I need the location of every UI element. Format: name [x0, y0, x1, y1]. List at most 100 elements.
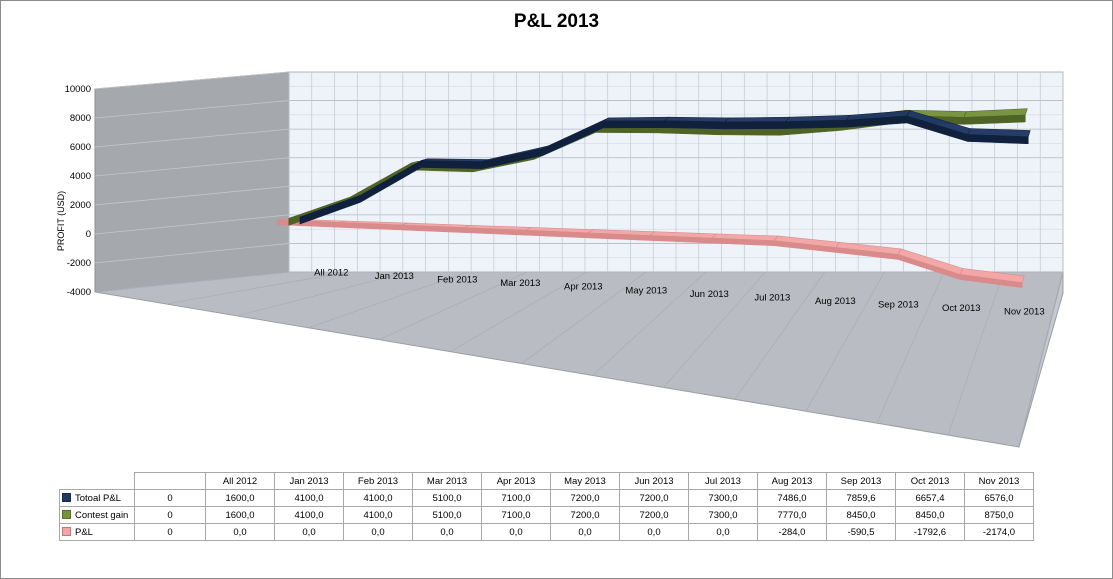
table-cell: 8450,0 — [895, 506, 965, 524]
floor-gridline — [450, 271, 587, 352]
floor-gridline — [94, 271, 290, 293]
y-tick-label: 6000 — [70, 142, 91, 153]
legend-entry: Totoal P&L — [59, 489, 135, 507]
legend-entry: Contest gain — [59, 506, 135, 524]
table-column-header — [134, 472, 206, 490]
floor-gridline — [592, 271, 707, 376]
table-cell: 7300,0 — [688, 506, 758, 524]
floor-gridline — [947, 271, 1004, 436]
table-cell: 7100,0 — [481, 506, 551, 524]
series-ribbon-side — [967, 134, 1029, 145]
table-row: Contest gain 0 1600,0 4100,0 4100,0 5100,0 710… — [59, 506, 1034, 524]
table-cell: 7100,0 — [481, 489, 551, 507]
gridline-side — [94, 128, 290, 148]
left-wall — [94, 71, 290, 293]
y-tick-label: 8000 — [70, 113, 91, 124]
x-tick-label: Aug 2013 — [815, 296, 856, 307]
x-tick-label: Jun 2013 — [690, 289, 729, 300]
chart-plot: 10000 8000 6000 4000 2000 0 -2000 -4000 All 2012… — [65, 71, 1064, 448]
gridline-side — [94, 243, 290, 264]
table-cell: 6576,0 — [964, 489, 1034, 507]
table-cell: 0,0 — [412, 523, 482, 541]
series-ribbon-side — [785, 119, 847, 129]
table-cell: 4100,0 — [274, 506, 344, 524]
series-ribbon-side — [959, 274, 1023, 288]
table-cell: 0 — [134, 523, 206, 541]
floor-gridline — [805, 271, 885, 412]
y-tick-label: -2000 — [67, 258, 91, 269]
table-cell: 0,0 — [205, 523, 275, 541]
table-cell: 7859,6 — [826, 489, 896, 507]
x-tick-label: Mar 2013 — [500, 278, 540, 289]
table-cell: 1600,0 — [205, 489, 275, 507]
y-tick-label: 0 — [86, 229, 91, 240]
table-cell: 0,0 — [481, 523, 551, 541]
table-cell: 0 — [134, 489, 206, 507]
x-tick-label: All 2012 — [314, 267, 348, 278]
table-column-header: Jan 2013 — [274, 472, 344, 490]
legend-entry: P&L — [59, 523, 135, 541]
table-corner — [59, 472, 135, 490]
x-tick-label: Feb 2013 — [437, 275, 477, 286]
floor — [94, 271, 1064, 448]
series-ribbon-side — [603, 120, 665, 129]
y-tick-label: 4000 — [70, 171, 91, 182]
x-tick-label: Jan 2013 — [375, 271, 414, 282]
table-cell: 8450,0 — [826, 506, 896, 524]
table-cell: 7486,0 — [757, 489, 827, 507]
table-cell: 5100,0 — [412, 489, 482, 507]
floor-gridline — [734, 271, 826, 400]
y-axis-title-text: PROFIT (USD) — [56, 190, 66, 252]
table-header-row: All 2012 Jan 2013 Feb 2013 Mar 2013 Apr 2013… — [59, 472, 1034, 490]
table-cell: -2174,0 — [964, 523, 1034, 541]
table-column-header: Sep 2013 — [826, 472, 896, 490]
floor-gridline — [308, 271, 468, 329]
table-cell: 5100,0 — [412, 506, 482, 524]
table-cell: 6657,4 — [895, 489, 965, 507]
table-column-header: Oct 2013 — [895, 472, 965, 490]
x-tick-label: Apr 2013 — [564, 282, 603, 293]
table-cell: 0,0 — [619, 523, 689, 541]
table-cell: 4100,0 — [274, 489, 344, 507]
table-cell: 7200,0 — [550, 506, 620, 524]
y-tick-label: -4000 — [67, 287, 91, 298]
floor-gridline — [237, 271, 409, 317]
table-cell: 7200,0 — [550, 489, 620, 507]
x-tick-label: Nov 2013 — [1004, 307, 1045, 318]
table-cell: 0,0 — [274, 523, 344, 541]
table-cell: 4100,0 — [343, 506, 413, 524]
series-ribbon-top — [602, 116, 670, 122]
table-cell: -284,0 — [757, 523, 827, 541]
legend-swatch — [62, 510, 71, 520]
table-column-header: Jul 2013 — [688, 472, 758, 490]
table-column-header: Apr 2013 — [481, 472, 551, 490]
floor-gridline — [1018, 271, 1064, 448]
table-cell: 7770,0 — [757, 506, 827, 524]
series-ribbon-top — [724, 116, 790, 123]
table-cell: -590,5 — [826, 523, 896, 541]
floor-gridline — [521, 271, 647, 364]
data-table: All 2012 Jan 2013 Feb 2013 Mar 2013 Apr 2013… — [59, 472, 1034, 541]
table-cell: 0,0 — [343, 523, 413, 541]
y-axis-title: PROFIT (USD) — [39, 161, 83, 281]
table-cell: 0,0 — [688, 523, 758, 541]
gridline-side — [94, 71, 290, 90]
table-column-header: Feb 2013 — [343, 472, 413, 490]
gridline-side — [94, 214, 290, 235]
table-cell: 8750,0 — [964, 506, 1034, 524]
floor-gridline — [663, 271, 766, 388]
legend-label: Totoal P&L — [75, 492, 121, 504]
x-tick-label: Sep 2013 — [878, 300, 919, 311]
table-row: Totoal P&L 0 1600,0 4100,0 4100,0 5100,0 7100,… — [59, 489, 1034, 507]
table-column-header: Aug 2013 — [757, 472, 827, 490]
table-cell: 1600,0 — [205, 506, 275, 524]
table-row: P&L 0 0,0 0,0 0,0 0,0 0,0 0,0 0,0 0,0 -284,0 -590,5… — [59, 523, 1034, 541]
series-ribbon-side — [421, 160, 483, 169]
gridline-side — [94, 100, 290, 119]
table-cell: 0,0 — [550, 523, 620, 541]
series-ribbon-side — [724, 121, 786, 130]
table-column-header: May 2013 — [550, 472, 620, 490]
legend-label: Contest gain — [75, 509, 129, 521]
legend-label: P&L — [75, 526, 93, 538]
table-cell: 4100,0 — [343, 489, 413, 507]
